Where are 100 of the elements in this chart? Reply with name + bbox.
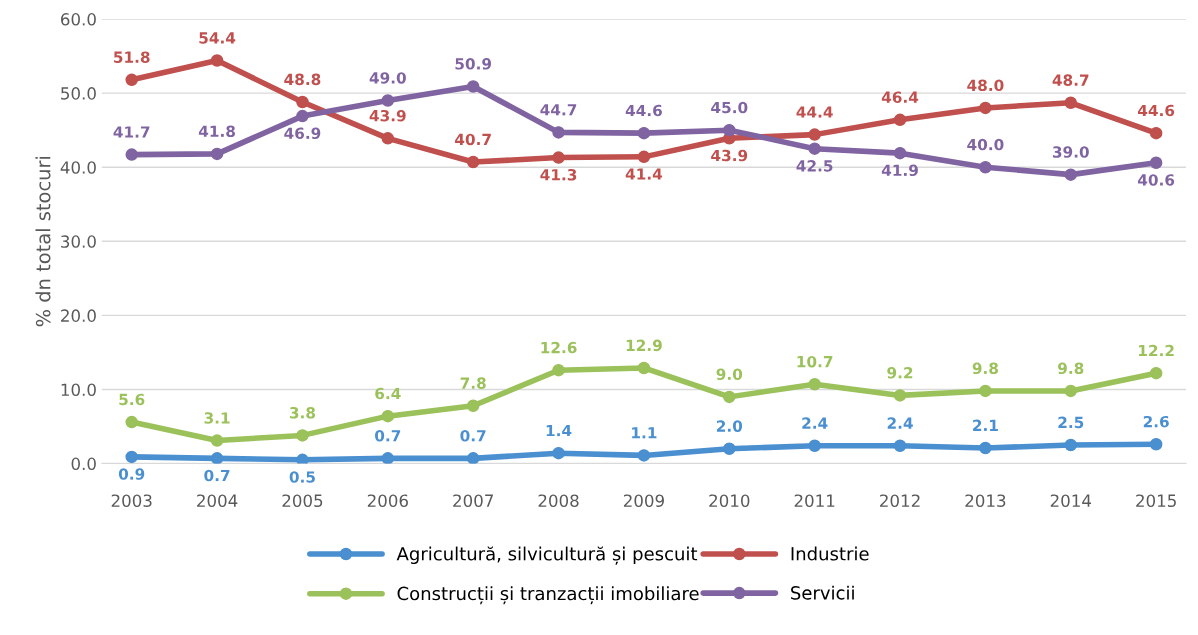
data-label: 0.7: [375, 429, 401, 442]
point: [1149, 126, 1163, 140]
point: [125, 450, 138, 464]
point: [466, 80, 480, 93]
point: [637, 150, 651, 164]
point: [552, 446, 565, 460]
data-label: 7.8: [460, 377, 486, 389]
point: [723, 442, 736, 455]
data-label: 44.7: [540, 104, 577, 116]
point: [1064, 168, 1078, 181]
point: [979, 384, 992, 398]
data-label: 2.5: [1058, 416, 1084, 429]
data-label: 2.4: [802, 417, 828, 429]
point: [125, 73, 138, 87]
data-label: 45.0: [711, 101, 748, 114]
x-tick-label: 2009: [623, 494, 664, 508]
data-label: 48.8: [284, 73, 321, 86]
legend-label: Construcții și tranzacții imobiliare: [397, 586, 699, 605]
x-tick-label: 2010: [709, 494, 750, 508]
data-label: 43.9: [369, 109, 406, 122]
point: [1149, 366, 1163, 380]
data-label: 40.7: [455, 133, 491, 146]
data-label: 40.0: [967, 138, 1004, 151]
y-tick-label: 50.0: [61, 87, 96, 100]
x-tick-label: 2007: [453, 494, 493, 508]
x-tick-label: 2014: [1050, 494, 1092, 508]
point: [210, 54, 224, 67]
data-label: 41.8: [198, 125, 235, 138]
y-tick-label: 40.0: [60, 161, 96, 174]
data-label: 0.7: [460, 429, 486, 442]
data-label: 12.6: [541, 341, 577, 354]
point: [210, 434, 224, 447]
point: [552, 126, 565, 139]
data-label: 41.3: [540, 168, 577, 181]
point: [637, 449, 651, 462]
point: [381, 409, 395, 423]
data-label: 43.9: [711, 149, 748, 162]
data-label: 1.4: [546, 424, 572, 437]
y-tick-label: 20.0: [61, 309, 96, 322]
point: [808, 378, 821, 391]
x-tick-label: 2012: [880, 494, 920, 508]
y-axis-title: % dn total stocuri: [35, 157, 51, 327]
data-label: 0.9: [118, 468, 145, 480]
point: [893, 439, 907, 453]
point: [296, 95, 309, 109]
data-label: 2.1: [973, 419, 998, 431]
data-label: 12.2: [1139, 344, 1174, 357]
point: [637, 361, 651, 375]
data-label: 41.4: [625, 168, 663, 180]
point: [210, 452, 224, 464]
data-label: 48.7: [1052, 74, 1089, 86]
data-label: 44.4: [796, 106, 833, 118]
point: [1149, 156, 1163, 170]
data-label: 0.7: [204, 469, 230, 482]
x-tick-label: 2008: [538, 494, 579, 508]
legend-label: Servicii: [791, 585, 854, 600]
point: [296, 453, 309, 464]
point: [381, 132, 395, 145]
point: [1149, 438, 1163, 451]
point: [210, 147, 224, 161]
point: [125, 148, 138, 161]
point: [808, 142, 821, 155]
point: [979, 160, 992, 174]
point: [296, 429, 309, 442]
point: [893, 113, 907, 127]
point: [723, 390, 736, 404]
y-tick-label: 10.0: [61, 383, 96, 397]
data-label: 9.2: [887, 366, 913, 379]
x-tick-label: 2003: [111, 494, 152, 508]
point: [1064, 96, 1078, 110]
data-label: 3.8: [289, 406, 316, 419]
x-tick-label: 2011: [794, 494, 835, 508]
data-label: 46.4: [881, 91, 919, 103]
point: [979, 441, 992, 455]
y-tick-label: 30.0: [61, 235, 96, 248]
data-label: 41.7: [113, 126, 150, 138]
data-label: 44.6: [625, 104, 662, 117]
data-label: 2.4: [887, 417, 913, 429]
y-tick-label: 0.0: [71, 457, 96, 471]
point: [125, 415, 138, 429]
legend-label: Agricultură, silvicultură și pescuit: [396, 546, 698, 565]
data-label: 2.0: [716, 420, 743, 432]
data-label: 10.7: [797, 355, 833, 368]
data-label: 0.5: [289, 471, 315, 483]
point: [296, 109, 309, 123]
data-label: 3.1: [204, 412, 230, 424]
data-label: 48.0: [967, 79, 1004, 92]
data-label: 42.5: [796, 160, 833, 172]
data-label: 6.4: [375, 387, 401, 400]
data-label: 44.6: [1137, 104, 1175, 117]
data-label: 5.6: [119, 393, 145, 406]
data-label: 54.4: [199, 32, 236, 44]
point: [979, 101, 992, 115]
point: [893, 389, 907, 402]
data-label: 50.9: [455, 58, 492, 70]
point: [466, 155, 480, 169]
data-label: 51.8: [114, 51, 150, 63]
data-label: 40.6: [1137, 174, 1175, 186]
data-label: 41.9: [881, 164, 918, 177]
point: [723, 123, 736, 137]
